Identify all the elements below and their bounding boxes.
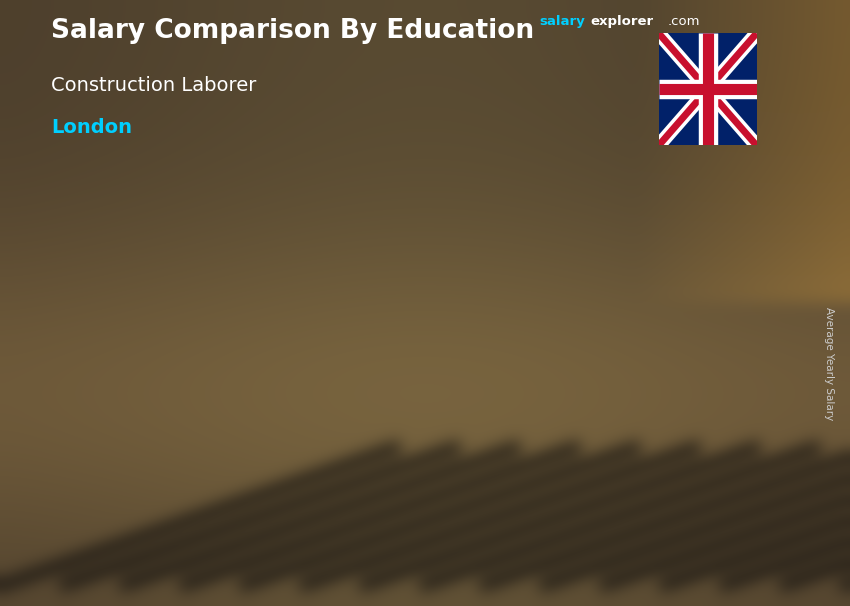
Text: High School: High School [144, 581, 264, 599]
Text: 13,400 GBP: 13,400 GBP [116, 391, 225, 410]
Text: explorer: explorer [591, 15, 654, 28]
Polygon shape [626, 300, 669, 558]
Text: Average Yearly Salary: Average Yearly Salary [824, 307, 834, 420]
Text: .com: .com [667, 15, 700, 28]
Polygon shape [112, 432, 253, 558]
Polygon shape [112, 417, 295, 432]
Polygon shape [416, 300, 669, 315]
Polygon shape [416, 315, 626, 558]
Text: Construction Laborer: Construction Laborer [51, 76, 257, 95]
Polygon shape [253, 417, 295, 558]
Text: Certificate or Diploma: Certificate or Diploma [431, 581, 654, 599]
Text: +93%: +93% [275, 288, 366, 316]
Text: Salary Comparison By Education: Salary Comparison By Education [51, 18, 534, 44]
Text: salary: salary [540, 15, 586, 28]
Text: 25,900 GBP: 25,900 GBP [537, 270, 646, 288]
Text: London: London [51, 118, 132, 137]
